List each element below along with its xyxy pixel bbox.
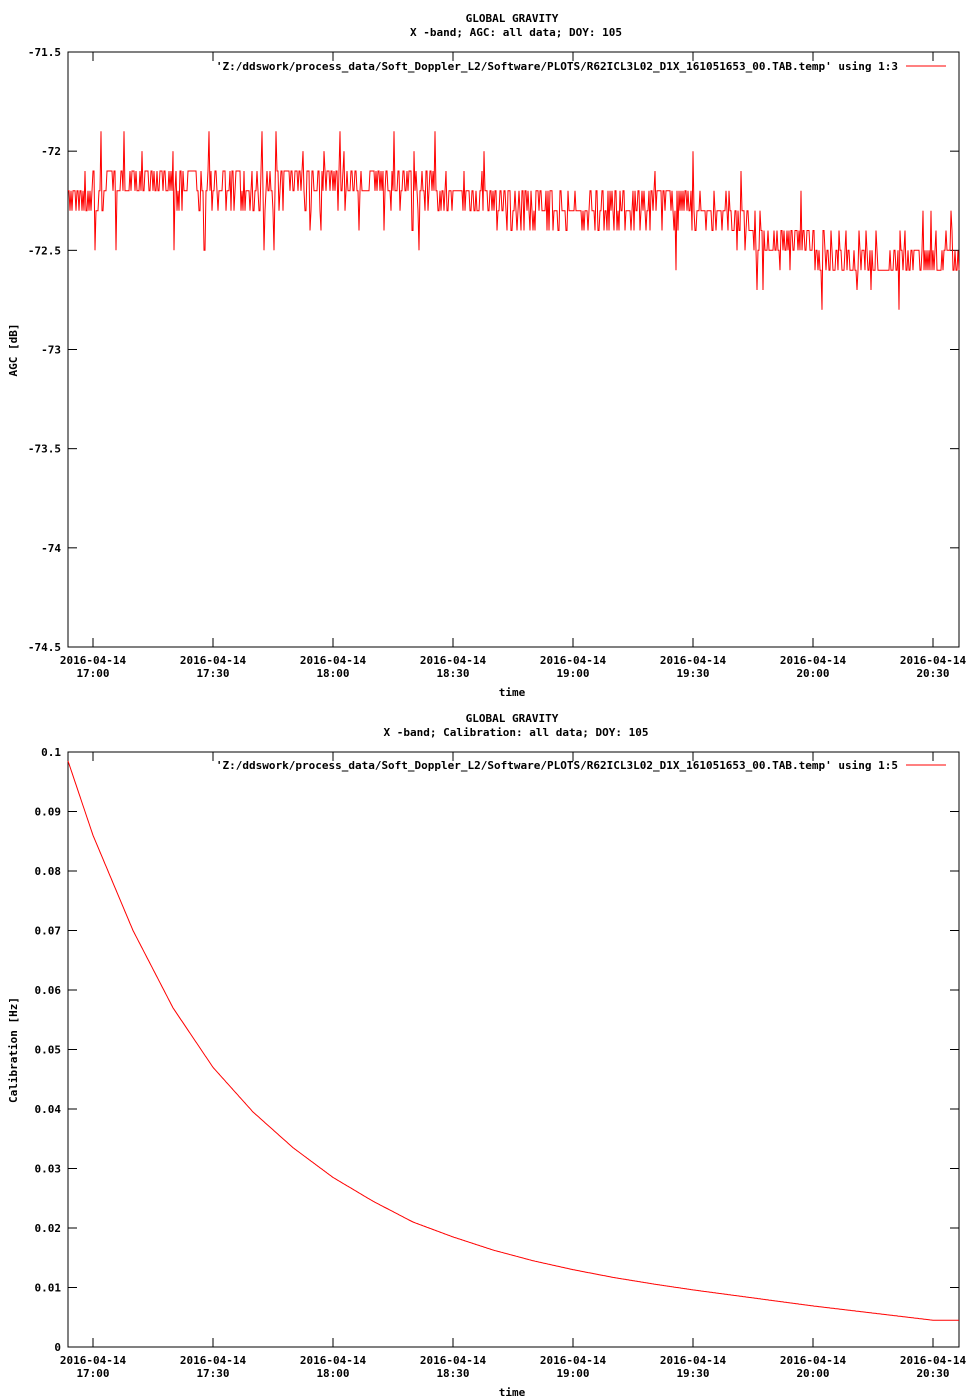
calibration-y-tick-label: 0.04 bbox=[35, 1103, 62, 1116]
agc-x-tick-date: 2016-04-14 bbox=[660, 654, 727, 667]
calibration-y-tick-label: 0 bbox=[54, 1341, 61, 1354]
calibration-series-group bbox=[67, 760, 959, 1321]
calibration-x-tick-time: 19:00 bbox=[556, 1367, 589, 1380]
calibration-series-line bbox=[67, 760, 959, 1321]
agc-y-tick-label: -72.5 bbox=[28, 244, 61, 257]
agc-chart: GLOBAL GRAVITY X -band; AGC: all data; D… bbox=[7, 12, 966, 699]
agc-x-tick-labels: 2016-04-1417:002016-04-1417:302016-04-14… bbox=[60, 654, 967, 680]
calibration-y-tick-label: 0.08 bbox=[35, 865, 62, 878]
calibration-x-tick-time: 18:00 bbox=[316, 1367, 349, 1380]
calibration-y-axis-label: Calibration [Hz] bbox=[7, 997, 20, 1103]
agc-y-tick-label: -73 bbox=[41, 344, 61, 357]
calibration-x-tick-time: 17:00 bbox=[76, 1367, 109, 1380]
agc-y-tick-label: -71.5 bbox=[28, 46, 61, 59]
calibration-y-tick-labels: 0 0.01 0.02 0.03 0.04 0.05 0.06 0.07 0.08 0.09 0.1 bbox=[35, 746, 62, 1354]
agc-x-axis-label: time bbox=[499, 686, 526, 699]
calibration-x-tick-date: 2016-04-14 bbox=[900, 1354, 967, 1367]
calibration-y-tick-label: 0.01 bbox=[35, 1282, 62, 1295]
agc-y-tick-label: -72 bbox=[41, 145, 61, 158]
agc-x-tick-date: 2016-04-14 bbox=[300, 654, 367, 667]
agc-x-tick-time: 19:30 bbox=[676, 667, 709, 680]
calibration-x-tick-time: 17:30 bbox=[196, 1367, 229, 1380]
agc-x-tick-date: 2016-04-14 bbox=[900, 654, 967, 667]
agc-x-tick-time: 17:30 bbox=[196, 667, 229, 680]
agc-y-tick-label: -74.5 bbox=[28, 641, 61, 654]
calibration-y-tick-label: 0.05 bbox=[35, 1044, 62, 1057]
calibration-chart-subtitle: X -band; Calibration: all data; DOY: 105 bbox=[384, 726, 649, 739]
agc-x-tick-date: 2016-04-14 bbox=[60, 654, 127, 667]
calibration-x-tick-date: 2016-04-14 bbox=[540, 1354, 607, 1367]
agc-x-tick-date: 2016-04-14 bbox=[540, 654, 607, 667]
agc-x-tick-time: 20:30 bbox=[916, 667, 949, 680]
calibration-x-tick-date: 2016-04-14 bbox=[660, 1354, 727, 1367]
calibration-y-tick-label: 0.03 bbox=[35, 1163, 62, 1176]
agc-chart-title: GLOBAL GRAVITY bbox=[466, 12, 559, 25]
agc-y-tick-label: -73.5 bbox=[28, 443, 61, 456]
calibration-legend-label: 'Z:/ddswork/process_data/Soft_Doppler_L2… bbox=[216, 759, 898, 772]
agc-y-tick-labels: -71.5 -72 -72.5 -73 -73.5 -74 -74.5 bbox=[28, 46, 61, 654]
calibration-x-tick-time: 19:30 bbox=[676, 1367, 709, 1380]
agc-x-tick-time: 17:00 bbox=[76, 667, 109, 680]
agc-x-tick-date: 2016-04-14 bbox=[780, 654, 847, 667]
calibration-y-tick-label: 0.07 bbox=[35, 925, 62, 938]
calibration-x-axis-label: time bbox=[499, 1386, 526, 1399]
agc-legend-label: 'Z:/ddswork/process_data/Soft_Doppler_L2… bbox=[216, 60, 898, 73]
calibration-x-tick-date: 2016-04-14 bbox=[420, 1354, 487, 1367]
calibration-x-tick-date: 2016-04-14 bbox=[780, 1354, 847, 1367]
calibration-chart: GLOBAL GRAVITY X -band; Calibration: all… bbox=[7, 712, 966, 1399]
calibration-y-tick-label: 0.02 bbox=[35, 1222, 62, 1235]
agc-y-tick-label: -74 bbox=[41, 542, 61, 555]
agc-plot-frame bbox=[67, 51, 960, 648]
calibration-chart-title: GLOBAL GRAVITY bbox=[466, 712, 559, 725]
calibration-x-tick-time: 20:00 bbox=[796, 1367, 829, 1380]
calibration-x-tick-time: 20:30 bbox=[916, 1367, 949, 1380]
agc-x-tick-time: 18:00 bbox=[316, 667, 349, 680]
agc-x-tick-time: 18:30 bbox=[436, 667, 469, 680]
calibration-x-tick-date: 2016-04-14 bbox=[180, 1354, 247, 1367]
agc-x-tick-date: 2016-04-14 bbox=[420, 654, 487, 667]
calibration-x-tick-date: 2016-04-14 bbox=[60, 1354, 127, 1367]
agc-chart-subtitle: X -band; AGC: all data; DOY: 105 bbox=[410, 26, 622, 39]
calibration-x-tick-labels: 2016-04-1417:002016-04-1417:302016-04-14… bbox=[60, 1354, 967, 1380]
agc-tick-marks bbox=[68, 51, 959, 648]
calibration-tick-marks bbox=[68, 751, 959, 1348]
agc-x-tick-date: 2016-04-14 bbox=[180, 654, 247, 667]
calibration-y-tick-label: 0.09 bbox=[35, 806, 62, 819]
calibration-plot-frame bbox=[67, 751, 960, 1348]
agc-series-group bbox=[68, 131, 960, 310]
agc-series-line bbox=[68, 131, 960, 310]
agc-y-axis-label: AGC [dB] bbox=[7, 324, 20, 377]
agc-x-tick-time: 20:00 bbox=[796, 667, 829, 680]
calibration-y-tick-label: 0.06 bbox=[35, 984, 62, 997]
calibration-x-tick-date: 2016-04-14 bbox=[300, 1354, 367, 1367]
calibration-x-tick-time: 18:30 bbox=[436, 1367, 469, 1380]
calibration-y-tick-label: 0.1 bbox=[41, 746, 61, 759]
agc-x-tick-time: 19:00 bbox=[556, 667, 589, 680]
